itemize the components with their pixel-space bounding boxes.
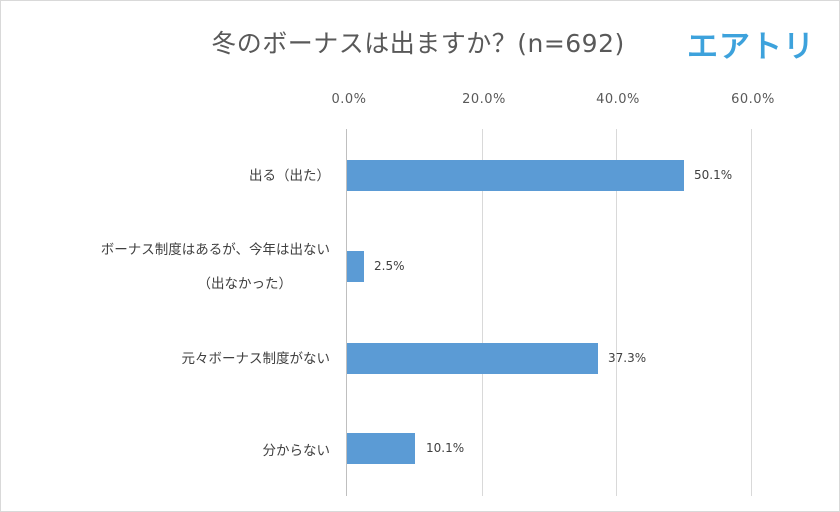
x-tick-20: 20.0% [462,92,506,107]
bar-unknown [347,433,415,464]
value-label-not-this-year: 2.5% [374,259,405,273]
bar-no-system [347,343,598,374]
x-tick-60: 60.0% [731,92,775,107]
category-label-unknown: 分からない [262,443,331,459]
category-label-not-this-year: ボーナス制度はあるが、今年は出ない [100,242,330,258]
airtrip-logo: エアトリ [687,29,815,65]
category-label-not-this-year-sub: （出なかった） [197,276,293,292]
bar-not-this-year [347,251,364,282]
category-label-no-system: 元々ボーナス制度がない [181,351,331,367]
x-tick-0: 0.0% [331,92,367,107]
category-label-bonus-paid: 出る（出た） [249,168,330,184]
bar-bonus-paid [347,160,684,191]
gridline-60 [751,129,752,496]
value-label-unknown: 10.1% [426,441,465,455]
gridline-20 [482,129,483,496]
value-label-bonus-paid: 50.1% [694,168,733,182]
gridline-40 [616,129,617,496]
value-label-no-system: 37.3% [608,351,647,365]
gridline-0 [346,129,347,496]
chart-title: 冬のボーナスは出ますか？(n=692) [211,29,625,58]
x-tick-40: 40.0% [596,92,640,107]
